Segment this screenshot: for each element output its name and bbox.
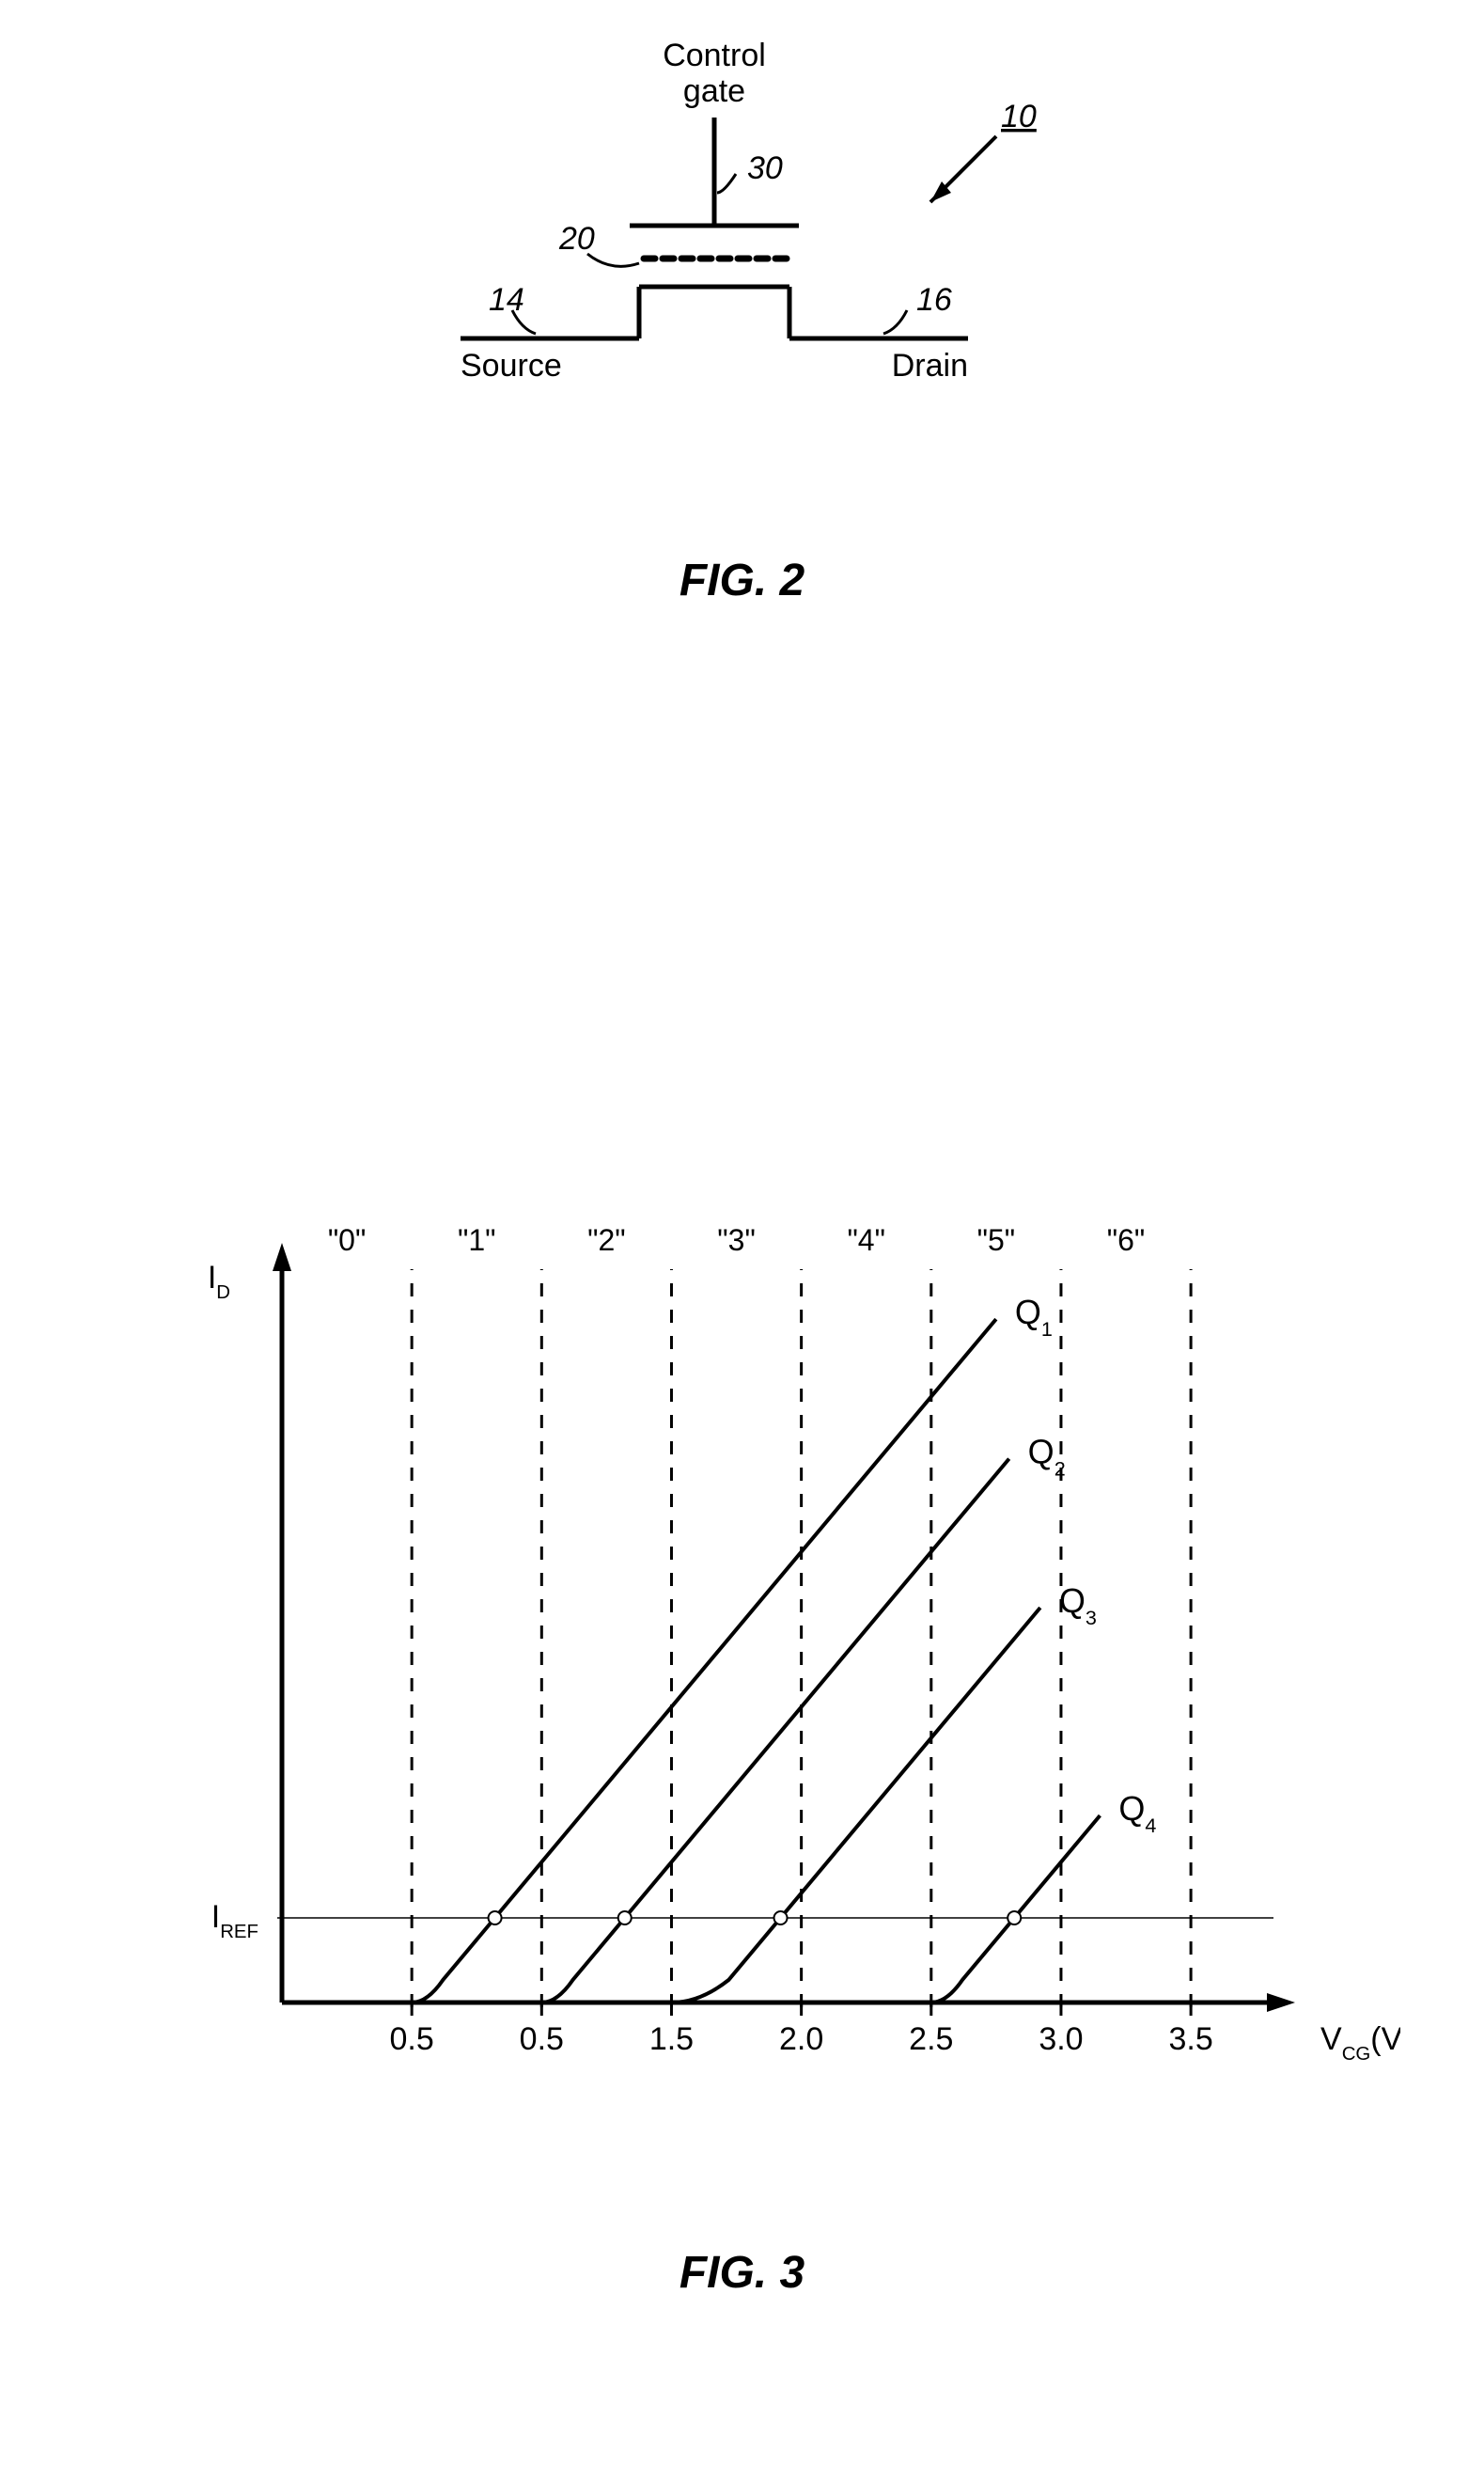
svg-text:IREF: IREF (211, 1899, 258, 1942)
svg-text:ID: ID (208, 1260, 230, 1303)
svg-text:Q4: Q4 (1118, 1789, 1156, 1837)
svg-text:0.5: 0.5 (520, 2021, 564, 2057)
svg-text:"1": "1" (458, 1223, 496, 1257)
svg-text:3.5: 3.5 (1168, 2021, 1212, 2057)
svg-text:Control: Control (663, 38, 766, 73)
page: ControlgateSourceDrain1030201416 FIG. 2 … (0, 0, 1484, 2466)
svg-text:Drain: Drain (892, 348, 968, 384)
svg-text:3.0: 3.0 (1039, 2021, 1083, 2057)
svg-text:10: 10 (1001, 99, 1037, 134)
svg-text:"4": "4" (847, 1223, 885, 1257)
svg-text:"6": "6" (1107, 1223, 1146, 1257)
svg-text:Source: Source (461, 348, 562, 384)
svg-text:0.5: 0.5 (390, 2021, 434, 2057)
fig3-chart: 0.5 0.5 1.5 2.0 2.5 3.0 3.5 "0" "1" "2" "3" "4" "5" "… (85, 1034, 1400, 2162)
svg-text:2.0: 2.0 (779, 2021, 823, 2057)
fig2-caption: FIG. 2 (0, 555, 1484, 606)
svg-text:20: 20 (558, 221, 595, 257)
svg-text:"5": "5" (977, 1223, 1016, 1257)
svg-text:Q3: Q3 (1059, 1581, 1097, 1629)
svg-text:"0": "0" (328, 1223, 367, 1257)
svg-text:1.5: 1.5 (649, 2021, 694, 2057)
fig2-diagram: Controlgate Source Drain 10 30 20 14 16 (320, 28, 1165, 498)
svg-text:gate: gate (683, 73, 745, 109)
fig3-caption: FIG. 3 (0, 2247, 1484, 2299)
svg-text:14: 14 (489, 282, 524, 318)
svg-text:Q2: Q2 (1028, 1433, 1066, 1481)
svg-text:VCG(V): VCG(V) (1320, 2021, 1400, 2065)
svg-text:Q1: Q1 (1015, 1293, 1053, 1341)
svg-text:"3": "3" (717, 1223, 756, 1257)
svg-text:30: 30 (747, 150, 783, 186)
svg-text:2.5: 2.5 (909, 2021, 953, 2057)
svg-text:16: 16 (916, 282, 952, 318)
svg-text:"2": "2" (587, 1223, 626, 1257)
